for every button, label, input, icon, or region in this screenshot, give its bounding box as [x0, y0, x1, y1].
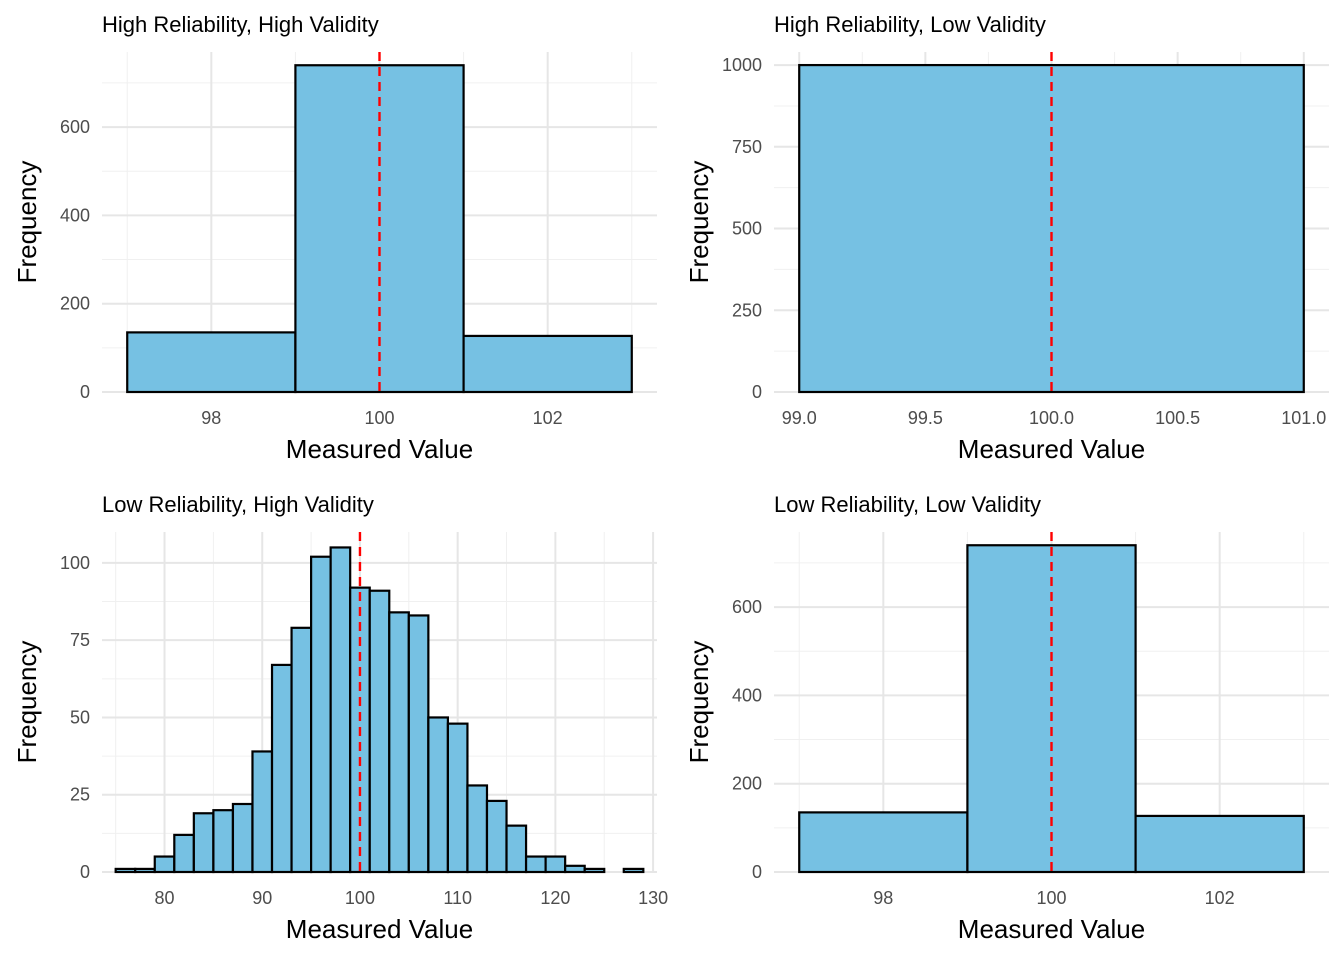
y-tick-label: 600 [732, 597, 762, 617]
histogram-bar [583, 867, 606, 874]
histogram-bar [485, 799, 508, 874]
y-tick-label: 50 [70, 707, 90, 727]
histogram-bar [462, 334, 633, 394]
histogram-bar [798, 811, 969, 874]
panel-high-reliability-high-validity: High Reliability, High Validity Measured… [12, 12, 657, 464]
histogram-bar [564, 864, 586, 874]
histogram-bar [310, 555, 332, 874]
histogram-bar [1134, 814, 1305, 874]
y-tick-label: 0 [80, 862, 90, 882]
y-tick-label: 0 [80, 382, 90, 402]
histogram-bar [427, 716, 449, 874]
y-tick-label: 200 [732, 774, 762, 794]
y-tick-label: 500 [732, 219, 762, 239]
histogram-bar [329, 546, 352, 874]
x-tick-label: 100 [1036, 888, 1066, 908]
x-tick-label: 98 [201, 408, 221, 428]
histogram-bar [544, 855, 567, 874]
histogram-bar [505, 824, 528, 874]
panel-high-reliability-low-validity: High Reliability, Low Validity Measured … [684, 12, 1329, 464]
y-axis-title: Frequency [684, 161, 714, 284]
x-tick-label: 100 [364, 408, 394, 428]
y-tick-label: 250 [732, 300, 762, 320]
y-tick-label: 0 [752, 382, 762, 402]
histogram-bar [153, 855, 176, 874]
histogram-bar [173, 833, 195, 874]
x-tick-label: 80 [155, 888, 175, 908]
x-axis-title: Measured Value [958, 434, 1145, 464]
x-tick-label: 99.5 [908, 408, 943, 428]
histogram-bar [134, 867, 156, 874]
x-tick-label: 90 [252, 888, 272, 908]
histogram-bar [446, 722, 469, 874]
histogram-bar [622, 867, 645, 874]
y-tick-label: 750 [732, 137, 762, 157]
histogram-bar [126, 331, 297, 394]
histogram-bar [388, 611, 410, 874]
histogram-bar [212, 809, 235, 874]
y-tick-label: 75 [70, 630, 90, 650]
panel-title: High Reliability, High Validity [102, 12, 379, 37]
histogram-bar [407, 614, 430, 874]
histogram-bar [192, 812, 215, 874]
y-tick-label: 600 [60, 117, 90, 137]
y-tick-label: 100 [60, 553, 90, 573]
x-axis-title: Measured Value [958, 914, 1145, 944]
histogram-bar [290, 626, 313, 874]
histogram-bar [270, 663, 293, 874]
y-tick-label: 0 [752, 862, 762, 882]
y-axis-title: Frequency [684, 641, 714, 764]
x-tick-label: 99.0 [782, 408, 817, 428]
x-tick-label: 100.0 [1029, 408, 1074, 428]
histogram-bar [114, 867, 137, 874]
x-tick-label: 120 [540, 888, 570, 908]
x-tick-label: 100 [345, 888, 375, 908]
x-tick-label: 101.0 [1281, 408, 1326, 428]
x-tick-label: 102 [533, 408, 563, 428]
y-tick-label: 25 [70, 785, 90, 805]
x-tick-label: 100.5 [1155, 408, 1200, 428]
histogram-bar [524, 855, 547, 874]
panel-title: Low Reliability, Low Validity [774, 492, 1041, 517]
x-tick-label: 130 [638, 888, 668, 908]
y-tick-label: 1000 [722, 55, 762, 75]
x-tick-label: 110 [443, 888, 472, 908]
histogram-bar [251, 750, 274, 874]
panel-low-reliability-high-validity: Low Reliability, High Validity Measured … [12, 492, 668, 944]
x-axis-title: Measured Value [286, 914, 473, 944]
histogram-bars [114, 546, 645, 874]
y-tick-label: 400 [60, 205, 90, 225]
y-tick-label: 200 [60, 294, 90, 314]
x-axis-title: Measured Value [286, 434, 473, 464]
x-tick-label: 102 [1205, 888, 1235, 908]
histogram-bar [231, 802, 254, 874]
y-axis-title: Frequency [12, 641, 42, 764]
panel-low-reliability-low-validity: Low Reliability, Low Validity Measured V… [684, 492, 1329, 944]
y-axis-title: Frequency [12, 161, 42, 284]
x-tick-label: 98 [873, 888, 893, 908]
y-tick-label: 400 [732, 685, 762, 705]
histogram-bar [368, 589, 391, 874]
panel-title: High Reliability, Low Validity [774, 12, 1046, 37]
panel-title: Low Reliability, High Validity [102, 492, 374, 517]
histogram-bar [466, 784, 489, 874]
